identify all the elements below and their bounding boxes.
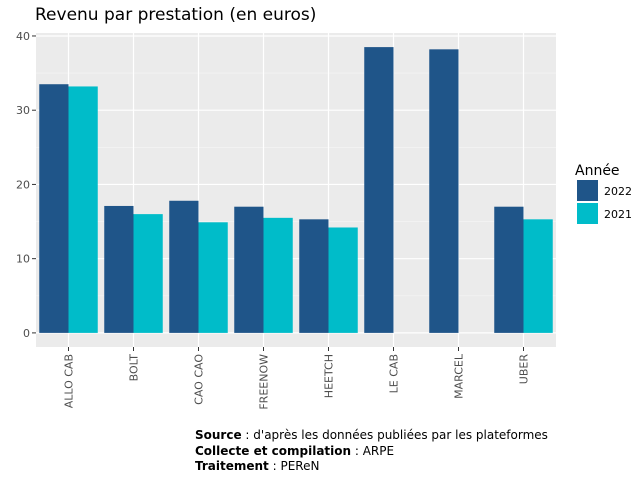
legend: Année 2022 2021: [575, 163, 632, 224]
x-tick-label: MARCEL: [453, 353, 466, 399]
x-tick-label: UBER: [518, 354, 531, 385]
bar-2022-allo-cab: [39, 84, 69, 333]
caption-traitement: Traitement : PEReN: [195, 459, 548, 475]
legend-label-2021: 2021: [604, 208, 632, 221]
x-tick-label: ALLO CAB: [63, 354, 76, 408]
bars-group: [39, 47, 553, 333]
bar-2022-bolt: [104, 205, 134, 333]
bar-2021-cao-cao: [198, 222, 228, 333]
caption-source-text: : d'après les données publiées par les p…: [241, 428, 548, 442]
bar-2021-allo-cab: [68, 86, 98, 333]
x-tick-label: LE CAB: [388, 354, 401, 393]
bar-2021-freenow: [263, 217, 293, 333]
bar-2022-heetch: [299, 219, 329, 333]
bar-2021-heetch: [328, 227, 358, 333]
bar-2022-cao-cao: [169, 200, 199, 333]
legend-swatch-2021: [577, 203, 598, 224]
legend-label-2022: 2022: [604, 185, 632, 198]
x-tick-label: FREENOW: [258, 354, 271, 410]
x-tick-label: HEETCH: [323, 354, 336, 398]
bar-2022-uber: [494, 206, 524, 333]
y-tick-label: 40: [16, 30, 30, 43]
bar-2022-le-cab: [364, 47, 394, 333]
caption-source-label: Source: [195, 428, 242, 442]
x-tick-label: BOLT: [128, 354, 141, 382]
x-tick-label: CAO CAO: [193, 354, 206, 405]
chart-title: Revenu par prestation (en euros): [35, 5, 316, 25]
caption-collecte: Collecte et compilation : ARPE: [195, 444, 548, 460]
caption-collecte-label: Collecte et compilation: [195, 443, 352, 458]
caption-source: Source : d'après les données publiées pa…: [195, 428, 548, 444]
legend-title: Année: [575, 163, 620, 179]
y-axis: 0 10 20 30 40: [16, 30, 36, 340]
y-tick-label: 0: [23, 327, 30, 340]
x-axis: ALLO CAB BOLT CAO CAO FREENOW HEETCH LE CAB MA…: [63, 347, 531, 410]
y-tick-label: 20: [16, 178, 30, 191]
caption: Source : d'après les données publiées pa…: [195, 428, 548, 475]
bar-2021-uber: [523, 219, 553, 333]
legend-swatch-2022: [577, 180, 598, 201]
bar-2022-marcel: [429, 49, 459, 333]
caption-traitement-text: : PEReN: [268, 459, 320, 473]
y-tick-label: 10: [16, 253, 30, 266]
bar-2022-freenow: [234, 206, 264, 333]
caption-collecte-text: : ARPE: [351, 443, 395, 458]
bar-2021-bolt: [133, 214, 163, 333]
y-tick-label: 30: [16, 104, 30, 117]
caption-traitement-label: Traitement: [195, 459, 269, 473]
